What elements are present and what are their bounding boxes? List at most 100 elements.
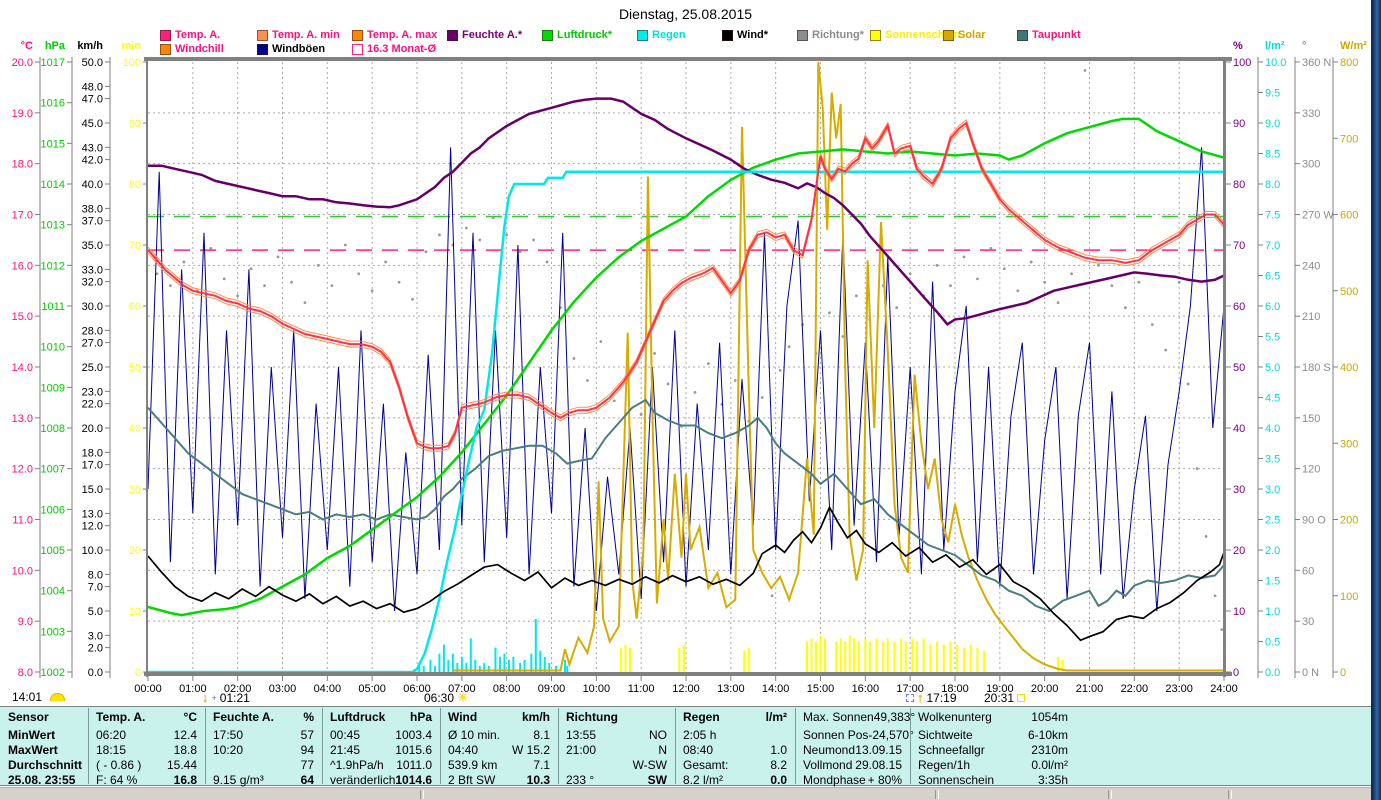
table-cell-wind-r1: Ø 10 min. 8.1 xyxy=(448,728,550,742)
svg-text:400: 400 xyxy=(1340,362,1358,374)
svg-text:9.0: 9.0 xyxy=(18,616,33,628)
table-column-separator xyxy=(558,708,559,784)
svg-text:22:00: 22:00 xyxy=(1121,683,1149,695)
svg-text:10:00: 10:00 xyxy=(583,683,611,695)
series-humidity xyxy=(148,97,1224,326)
table-cell-regen-r3: Gesamt: 8.2 xyxy=(683,758,787,772)
svg-text:48.0: 48.0 xyxy=(82,81,103,93)
x-axis: 00:00 01:00 02:00 03:00 04:00 05:00 06:00 07:00… xyxy=(134,676,1238,695)
svg-text:38.0: 38.0 xyxy=(82,203,103,215)
series-gusts xyxy=(148,147,1224,612)
table-cell-sensor-r2: MaxWert xyxy=(8,743,58,757)
svg-text:1.0: 1.0 xyxy=(1265,606,1280,618)
svg-text:18.0: 18.0 xyxy=(12,159,33,171)
svg-text:33.0: 33.0 xyxy=(82,264,103,276)
svg-text:40.0: 40.0 xyxy=(82,179,103,191)
table-cell-richtung-r4: 233 ° SW xyxy=(566,773,667,787)
status-bar-divider xyxy=(1108,790,1112,799)
axis-lm2: 10.0 9.5 9.0 8.5 8.0 7.5 7.0 6.5 6.0 5.5 5.0 4.5 4.0… xyxy=(1257,40,1286,679)
legend-label: Richtung* xyxy=(812,29,864,41)
status-bar-divider xyxy=(935,790,939,799)
table-cell-sensor-r3: Durchschnitt xyxy=(8,758,83,772)
series-temp-minmax-min xyxy=(148,125,1224,452)
axis-unit-c: °C xyxy=(21,40,33,52)
legend-label: Temp. A. xyxy=(175,29,221,41)
background-window-edge xyxy=(1371,0,1381,800)
svg-text:1002: 1002 xyxy=(41,667,65,679)
table-cell-sensor-r0: Sensor xyxy=(8,710,49,724)
status-bar-divider xyxy=(1228,790,1232,799)
svg-text:20:00: 20:00 xyxy=(1031,683,1059,695)
svg-text:2.5: 2.5 xyxy=(1265,515,1280,527)
table-cell-temp-r2: 18:15 18.8 xyxy=(96,743,197,757)
svg-text:1008: 1008 xyxy=(41,423,65,435)
svg-text:37.0: 37.0 xyxy=(82,216,103,228)
svg-text:5.0: 5.0 xyxy=(1265,362,1280,374)
svg-text:3.0: 3.0 xyxy=(88,630,103,642)
table-column-separator xyxy=(440,708,441,784)
table-cell-astro-r2: Neumond 13.09.15 xyxy=(803,743,902,757)
svg-text:4.0: 4.0 xyxy=(1265,423,1280,435)
legend-item-regen: Regen xyxy=(637,29,686,41)
svg-text:45.0: 45.0 xyxy=(82,118,103,130)
svg-text:04:00: 04:00 xyxy=(314,683,342,695)
temp-a-min-swatch-icon xyxy=(257,29,268,41)
axis-hpa: 1017 1016 1015 1014 1013 1012 1011 1010 1009 1008… xyxy=(41,40,73,679)
svg-text:90 O: 90 O xyxy=(1302,515,1326,527)
taupunkt-swatch-icon xyxy=(1017,29,1028,41)
weather-day-chart[interactable]: 20.019.018.017.016.015.014.013.012.011.0… xyxy=(0,0,1381,706)
table-cell-regen-r0: Regen l/m² xyxy=(683,710,787,724)
table-cell-astro-r1: Sonnen Pos -24,570° xyxy=(803,728,914,742)
svg-text:32.0: 32.0 xyxy=(82,277,103,289)
open-square-icon xyxy=(1017,694,1026,702)
svg-text:100: 100 xyxy=(1233,57,1251,69)
svg-text:8.5: 8.5 xyxy=(1265,149,1280,161)
series-temp xyxy=(148,121,1224,450)
table-cell-feuchte-r1: 17:50 57 xyxy=(213,728,314,742)
legend-label: Windböen xyxy=(272,43,326,55)
svg-text:9.5: 9.5 xyxy=(1265,88,1280,100)
svg-text:40: 40 xyxy=(129,423,141,435)
svg-text:0: 0 xyxy=(1340,667,1346,679)
svg-text:42.0: 42.0 xyxy=(82,155,103,167)
svg-text:22.0: 22.0 xyxy=(82,399,103,411)
legend-label: Sonnenschein xyxy=(885,29,961,41)
svg-text:06:00: 06:00 xyxy=(403,683,431,695)
svg-text:09:00: 09:00 xyxy=(538,683,566,695)
moonset-marker: ↓ +01:21 xyxy=(202,690,250,705)
series-pressure xyxy=(148,117,1224,617)
svg-text:0.0: 0.0 xyxy=(1265,667,1280,679)
svg-text:60: 60 xyxy=(1233,301,1245,313)
sunset-marker: 20:31 xyxy=(984,691,1026,705)
svg-text:15.0: 15.0 xyxy=(82,484,103,496)
sun-icon: ☀ xyxy=(457,690,469,705)
table-column-separator xyxy=(205,708,206,784)
series-dew xyxy=(148,398,1224,613)
svg-text:1016: 1016 xyxy=(41,98,65,110)
svg-text:10.0: 10.0 xyxy=(82,545,103,557)
svg-text:07:00: 07:00 xyxy=(448,683,476,695)
down-arrow-icon: ↓ xyxy=(202,690,209,705)
svg-text:270 W: 270 W xyxy=(1302,210,1334,222)
svg-text:13:00: 13:00 xyxy=(717,683,745,695)
luftdruck-swatch-icon xyxy=(542,29,553,41)
table-cell-richtung-r2: 21:00 N xyxy=(566,743,667,757)
legend-item-luftdruck: Luftdruck* xyxy=(542,29,612,41)
table-column-separator xyxy=(88,708,89,784)
svg-text:30.0: 30.0 xyxy=(82,301,103,313)
table-cell-regen-r4: 8.2 l/m² 0.0 xyxy=(683,773,787,787)
svg-text:6.5: 6.5 xyxy=(1265,271,1280,283)
svg-text:5.5: 5.5 xyxy=(1265,332,1280,344)
legend-item-temp-a-max: Temp. A. max xyxy=(352,29,437,41)
svg-text:20.0: 20.0 xyxy=(12,57,33,69)
table-cell-richtung-r1: 13:55 NO xyxy=(566,728,667,742)
svg-text:27.0: 27.0 xyxy=(82,338,103,350)
svg-text:10.0: 10.0 xyxy=(12,565,33,577)
legend-item-taupunkt: Taupunkt xyxy=(1017,29,1081,41)
svg-text:08:00: 08:00 xyxy=(493,683,521,695)
svg-text:9.0: 9.0 xyxy=(1265,118,1280,130)
legend-label: Wind* xyxy=(737,29,769,41)
legend-item-richtung: Richtung* xyxy=(797,29,864,41)
svg-text:03:00: 03:00 xyxy=(269,683,297,695)
